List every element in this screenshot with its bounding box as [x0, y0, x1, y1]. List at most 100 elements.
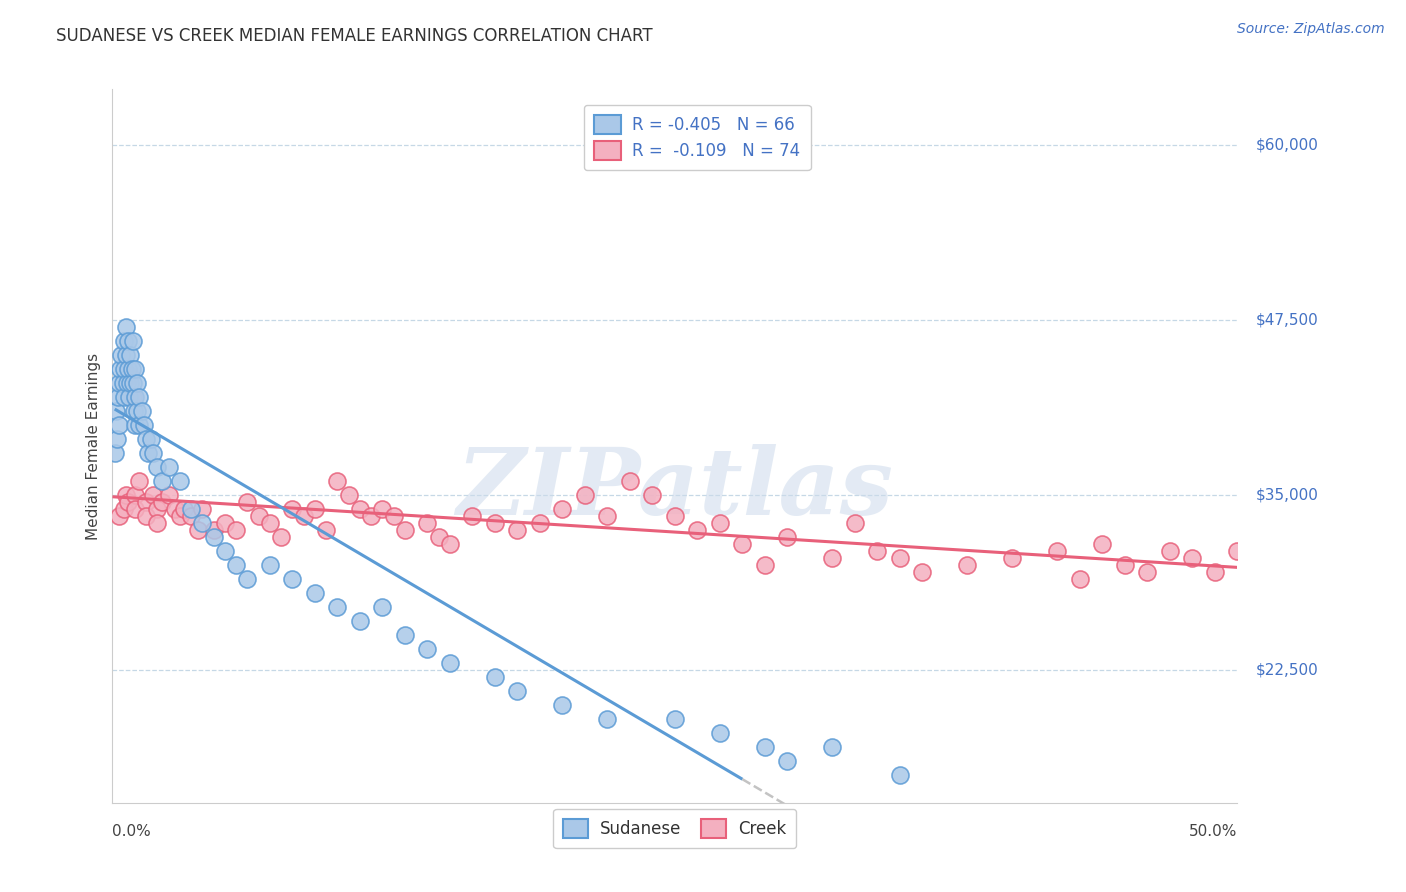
Point: [821, 550, 844, 565]
Point: [108, 417, 131, 432]
Point: [776, 754, 799, 768]
Point: [1046, 544, 1069, 558]
Point: [281, 572, 304, 586]
Point: [337, 488, 360, 502]
Point: [142, 488, 165, 502]
Point: [115, 488, 138, 502]
Point: [104, 446, 127, 460]
Point: [1136, 565, 1159, 579]
Point: [121, 334, 143, 348]
Point: [574, 488, 596, 502]
Point: [124, 390, 146, 404]
Point: [157, 460, 180, 475]
Point: [115, 320, 138, 334]
Point: [115, 376, 138, 390]
Point: [619, 474, 641, 488]
Point: [112, 362, 135, 376]
Point: [506, 523, 529, 537]
Point: [844, 516, 866, 530]
Text: $35,000: $35,000: [1256, 487, 1319, 502]
Point: [551, 502, 574, 516]
Point: [122, 404, 145, 418]
Point: [1069, 572, 1091, 586]
Point: [889, 768, 911, 782]
Point: [111, 376, 134, 390]
Point: [202, 523, 225, 537]
Point: [128, 390, 150, 404]
Point: [214, 544, 236, 558]
Point: [664, 712, 686, 726]
Point: [139, 432, 162, 446]
Point: [247, 508, 270, 523]
Point: [416, 516, 439, 530]
Point: [641, 488, 664, 502]
Point: [596, 508, 619, 523]
Point: [180, 508, 202, 523]
Point: [225, 523, 247, 537]
Point: [120, 376, 142, 390]
Point: [461, 508, 484, 523]
Point: [124, 362, 146, 376]
Point: [142, 446, 165, 460]
Point: [117, 495, 139, 509]
Point: [326, 599, 349, 614]
Point: [1181, 550, 1204, 565]
Point: [382, 508, 405, 523]
Point: [110, 348, 132, 362]
Text: 0.0%: 0.0%: [112, 824, 152, 838]
Point: [124, 417, 146, 432]
Point: [259, 558, 281, 572]
Point: [157, 488, 180, 502]
Point: [911, 565, 934, 579]
Point: [187, 523, 209, 537]
Point: [107, 390, 129, 404]
Text: ZIPatlas: ZIPatlas: [457, 444, 893, 533]
Point: [135, 495, 157, 509]
Point: [191, 516, 214, 530]
Point: [120, 369, 142, 384]
Point: [439, 656, 461, 670]
Point: [146, 502, 169, 516]
Point: [371, 502, 394, 516]
Point: [180, 502, 202, 516]
Point: [165, 502, 187, 516]
Text: SUDANESE VS CREEK MEDIAN FEMALE EARNINGS CORRELATION CHART: SUDANESE VS CREEK MEDIAN FEMALE EARNINGS…: [56, 27, 652, 45]
Point: [202, 530, 225, 544]
Point: [128, 474, 150, 488]
Point: [115, 348, 138, 362]
Text: $47,500: $47,500: [1256, 312, 1317, 327]
Point: [236, 495, 259, 509]
Point: [146, 460, 169, 475]
Point: [118, 390, 141, 404]
Point: [236, 572, 259, 586]
Point: [104, 404, 127, 418]
Point: [117, 334, 139, 348]
Point: [304, 586, 326, 600]
Point: [108, 508, 131, 523]
Point: [821, 739, 844, 754]
Point: [146, 516, 169, 530]
Point: [709, 726, 731, 740]
Point: [121, 390, 143, 404]
Point: [120, 348, 142, 362]
Point: [1204, 565, 1226, 579]
Point: [131, 404, 153, 418]
Point: [394, 628, 416, 642]
Point: [529, 516, 551, 530]
Point: [596, 712, 619, 726]
Text: Source: ZipAtlas.com: Source: ZipAtlas.com: [1237, 22, 1385, 37]
Point: [360, 508, 382, 523]
Point: [664, 508, 686, 523]
Text: $60,000: $60,000: [1256, 137, 1319, 153]
Y-axis label: Median Female Earnings: Median Female Earnings: [86, 352, 101, 540]
Point: [135, 432, 157, 446]
Point: [1001, 550, 1024, 565]
Point: [105, 432, 128, 446]
Point: [124, 502, 146, 516]
Point: [281, 502, 304, 516]
Legend: Sudanese, Creek: Sudanese, Creek: [554, 809, 796, 848]
Point: [866, 544, 889, 558]
Point: [484, 670, 506, 684]
Point: [956, 558, 979, 572]
Text: $22,500: $22,500: [1256, 663, 1317, 677]
